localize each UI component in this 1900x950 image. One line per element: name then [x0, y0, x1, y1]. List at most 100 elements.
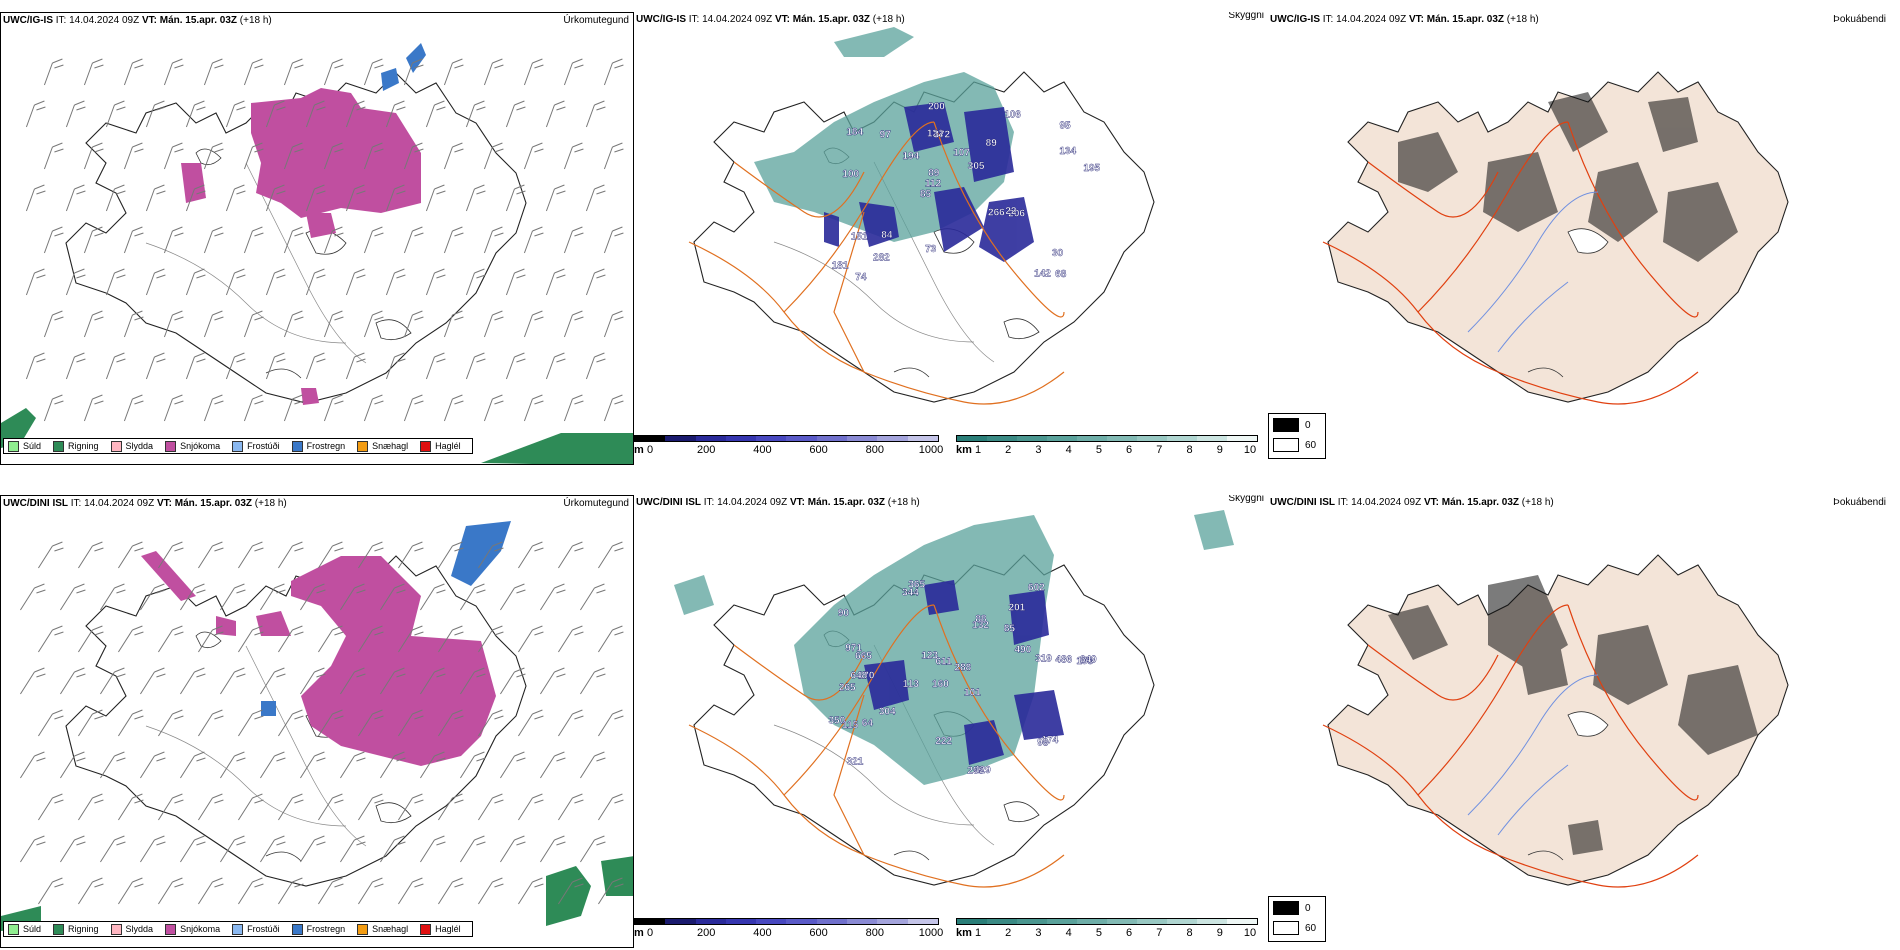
ceiling-label: 89 — [928, 168, 940, 179]
wind-barb — [500, 583, 526, 611]
wind-barb — [438, 709, 464, 737]
precip-type-panel-row1: UWC/IG-IS IT: 14.04.2024 09Z VT: Mán. 15… — [0, 12, 634, 465]
wind-barb — [203, 226, 224, 254]
wind-barb — [345, 352, 366, 380]
wind-barb — [265, 352, 286, 380]
legend-label: Snjókoma — [180, 924, 221, 934]
ceiling-label: 64 — [862, 718, 874, 729]
wind-barb — [163, 142, 184, 170]
legend-swatch — [357, 923, 369, 935]
colorbar-tick: 0 — [646, 927, 654, 939]
wind-barb — [100, 751, 126, 779]
colorbar-tick: 5 — [1095, 927, 1102, 939]
wind-barb — [38, 877, 64, 905]
wind-barb — [305, 184, 326, 212]
ceiling-label: 486 — [1055, 655, 1072, 666]
wind-barb — [478, 877, 504, 905]
wind-barb — [580, 667, 606, 695]
wind-barb — [220, 835, 246, 863]
wind-barb — [358, 793, 384, 821]
legend-label: Frostúði — [247, 924, 280, 934]
fog-legend-swatch — [1273, 418, 1299, 432]
legend-swatch — [165, 440, 177, 452]
wind-barb — [505, 100, 526, 128]
wind-barb — [398, 541, 424, 569]
wind-barb — [438, 793, 464, 821]
precip-map-row2 — [1, 521, 633, 931]
legend-label: Súld — [23, 924, 42, 934]
legend-item: Frostúði — [232, 440, 280, 452]
wind-barb — [443, 310, 464, 338]
wind-barb — [158, 793, 184, 821]
wind-barb — [363, 394, 384, 422]
colorbar-segment — [1107, 436, 1137, 441]
wind-barb — [300, 751, 326, 779]
wind-barb — [398, 709, 424, 737]
legend-label: Súld — [23, 441, 42, 451]
wind-barb — [65, 100, 86, 128]
wind-barb — [118, 541, 144, 569]
wind-barb — [505, 184, 526, 212]
wind-barb — [345, 184, 366, 212]
wind-barb — [518, 541, 544, 569]
wind-barb — [558, 877, 584, 905]
colorbar-tick: 3 — [1035, 444, 1042, 456]
wind-barb — [340, 583, 366, 611]
wind-barb — [603, 394, 624, 422]
wind-barb — [198, 709, 224, 737]
colorbar-tick: 1 — [974, 927, 982, 939]
wind-barb — [140, 751, 166, 779]
wind-barb — [358, 625, 384, 653]
wind-barb — [43, 58, 64, 86]
legend-swatch — [291, 923, 303, 935]
legend-swatch — [291, 440, 303, 452]
colorbar-tick: 1000 — [918, 927, 944, 939]
ceiling-label: 321 — [847, 757, 864, 768]
wind-barb — [523, 394, 544, 422]
colorbar-tick: 6 — [1126, 444, 1133, 456]
colorbar-segment — [1047, 436, 1077, 441]
wind-barb — [558, 625, 584, 653]
wind-barb — [180, 751, 206, 779]
wind-barb — [305, 268, 326, 296]
wind-barb — [278, 709, 304, 737]
wind-barb — [483, 142, 504, 170]
colorbar-segment — [957, 436, 987, 441]
wind-barb — [385, 352, 406, 380]
ceiling-label: 132 — [972, 620, 989, 631]
wind-barb — [43, 394, 64, 422]
legend-swatch — [165, 923, 177, 935]
ceiling-label: 170 — [858, 670, 875, 681]
panel-header: UWC/IG-IS IT: 14.04.2024 09Z VT: Mán. 15… — [636, 14, 905, 25]
wind-barb — [380, 667, 406, 695]
wind-barb — [403, 58, 424, 86]
ceiling-label: 158 — [1076, 656, 1093, 667]
wind-barb — [580, 583, 606, 611]
wind-barb — [180, 583, 206, 611]
legend-label: Frostregn — [306, 924, 346, 934]
wind-barb — [243, 142, 264, 170]
ceiling-label: 195 — [1083, 163, 1100, 174]
legend-item: Súld — [8, 440, 42, 452]
wind-barb — [65, 184, 86, 212]
ceiling-label: 490 — [1015, 645, 1032, 656]
wind-barb — [323, 226, 344, 254]
wind-barb — [83, 226, 104, 254]
ceiling-label: 95 — [1059, 120, 1071, 131]
wind-barb — [25, 184, 46, 212]
colorbar-tick: 9 — [1216, 444, 1223, 456]
ceiling-label: 115 — [842, 720, 859, 731]
panel-title: Skyggni — [1228, 495, 1264, 504]
ceiling-label: 123 — [921, 651, 938, 662]
colorbar-ramp — [634, 435, 939, 442]
legend-label: Slydda — [125, 924, 154, 934]
wind-barb — [283, 226, 304, 254]
wind-barb — [545, 268, 566, 296]
colorbar-segment — [1137, 436, 1167, 441]
wind-barbs — [25, 58, 624, 422]
fog-roads — [1322, 121, 1699, 405]
wind-barb — [300, 667, 326, 695]
colorbar-tick: 400 — [753, 927, 772, 939]
wind-barb — [563, 310, 584, 338]
colorbar-segment — [1047, 919, 1077, 924]
